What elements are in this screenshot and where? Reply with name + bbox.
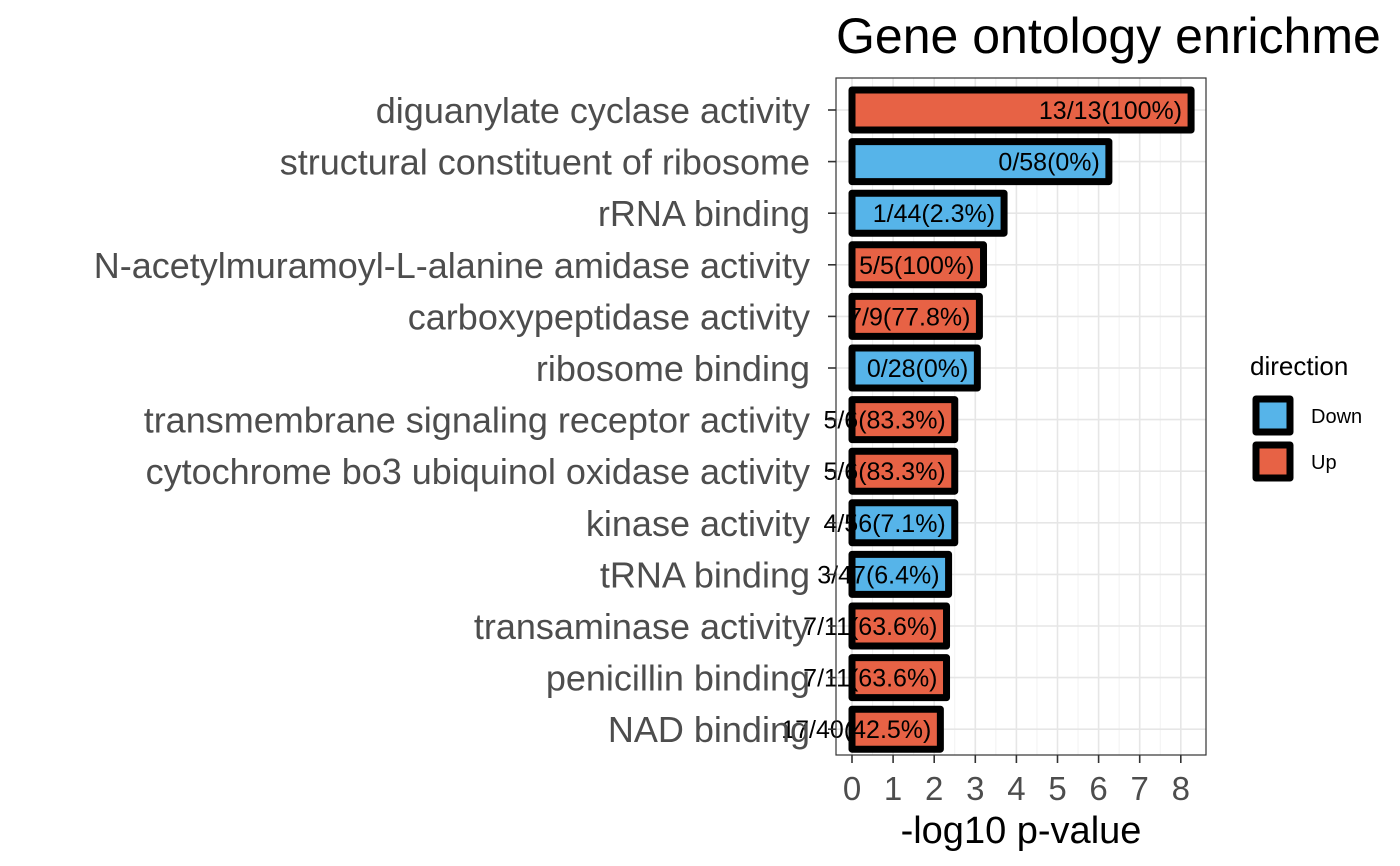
bar-label: 5/6(83.3%) <box>823 407 945 435</box>
x-tick-label: 8 <box>1172 770 1190 807</box>
bar-label: 5/6(83.3%) <box>823 458 945 486</box>
bar <box>848 499 959 547</box>
bar-label: 4/56(7.1%) <box>823 510 945 538</box>
bar <box>848 241 988 289</box>
x-tick-label: 5 <box>1048 770 1066 807</box>
bar-label: 7/9(77.8%) <box>848 303 970 331</box>
bar-label: 7/11(63.6%) <box>803 613 937 641</box>
bar-label: 17/40(42.5%) <box>781 716 931 744</box>
bar-label: 5/5(100%) <box>859 252 974 280</box>
legend-key <box>1252 395 1294 436</box>
legend-label: Down <box>1311 406 1362 428</box>
bar <box>848 189 1008 237</box>
bar <box>848 447 959 495</box>
category-label: diguanylate cyclase activity <box>376 90 810 131</box>
bar <box>848 292 983 340</box>
chart-title: Gene ontology enrichme <box>836 8 1381 64</box>
bar-label: 13/13(100%) <box>1039 97 1182 125</box>
x-tick-label: 7 <box>1131 770 1149 807</box>
x-tick-label: 4 <box>1007 770 1025 807</box>
category-label: structural constituent of ribosome <box>280 142 810 183</box>
bar-label: 0/58(0%) <box>998 149 1099 177</box>
bar <box>848 344 981 392</box>
bar <box>848 705 944 753</box>
category-label: penicillin binding <box>546 658 810 699</box>
plot-panel-border <box>835 77 1207 756</box>
x-axis-title: -log10 p-value <box>901 810 1142 852</box>
bar-labels: 13/13(100%) 0/58(0%)1/44(2.3%) 5/5(100%) 7/… <box>781 97 1182 744</box>
bar <box>848 602 951 650</box>
x-tick-label: 3 <box>966 770 984 807</box>
bar <box>848 396 959 444</box>
category-label: tRNA binding <box>600 554 810 595</box>
bar-label: 0/28(0%) <box>867 355 968 383</box>
bar-label: 7/11(63.6%) <box>803 665 937 693</box>
legend-key <box>1252 441 1294 482</box>
category-label: rRNA binding <box>598 193 810 234</box>
category-label: kinase activity <box>586 503 810 544</box>
legend: direction Down Up <box>1250 351 1362 482</box>
y-axis: diguanylate cyclase activity structural c… <box>94 90 836 750</box>
bar-label: 3/47(6.4%) <box>817 561 939 589</box>
category-label: ribosome binding <box>536 348 810 389</box>
category-label: carboxypeptidase activity <box>408 296 810 337</box>
x-tick-label: 0 <box>843 770 861 807</box>
bar <box>848 138 1113 186</box>
legend-title: direction <box>1250 351 1348 381</box>
bars <box>848 86 1195 753</box>
bar-label: 1/44(2.3%) <box>873 200 995 228</box>
category-label: NAD binding <box>608 709 810 750</box>
bar <box>848 654 951 702</box>
category-label: cytochrome bo3 ubiquinol oxidase activit… <box>146 451 810 492</box>
x-tick-label: 6 <box>1089 770 1107 807</box>
x-tick-label: 1 <box>884 770 902 807</box>
legend-label: Up <box>1311 452 1337 474</box>
x-tick-label: 2 <box>925 770 943 807</box>
category-label: transmembrane signaling receptor activit… <box>144 400 810 441</box>
category-label: N-acetylmuramoyl-L-alanine amidase activ… <box>94 245 810 286</box>
bar <box>848 86 1195 134</box>
bar <box>848 550 953 598</box>
category-label: transaminase activity <box>474 606 810 647</box>
